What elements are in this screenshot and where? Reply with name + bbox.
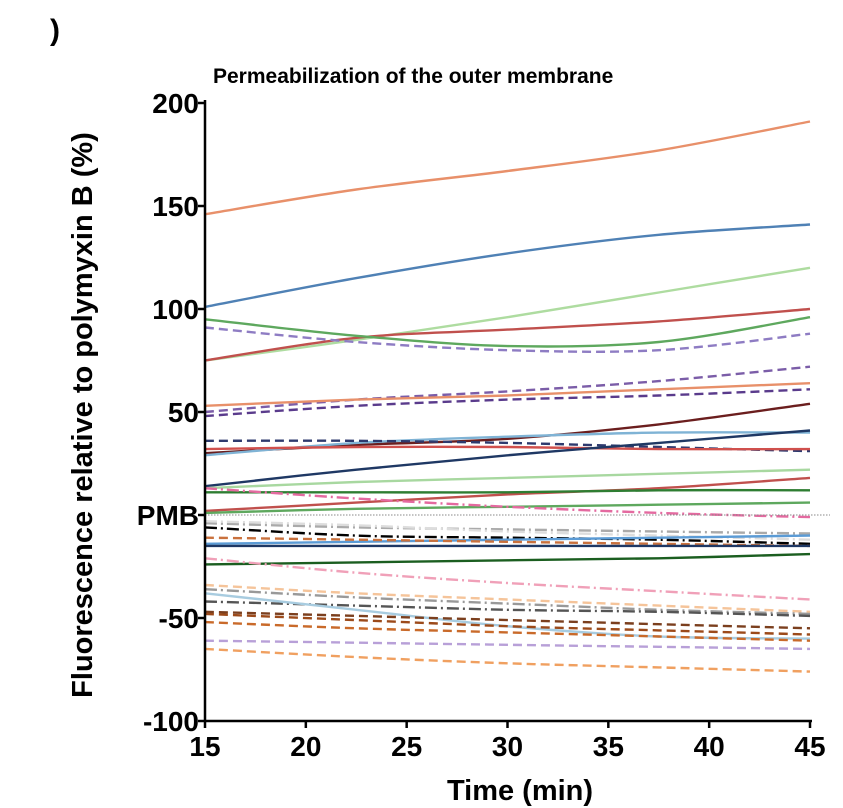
series-line-10: [204, 402, 811, 455]
y-axis-title: Fluorescence relative to polymyxin B (%): [67, 132, 99, 698]
series-line-1: [204, 120, 811, 216]
series-line-13: [204, 445, 811, 451]
y-tick-label-4: PMB: [137, 500, 199, 531]
series-line-19: [204, 487, 811, 519]
series-line-6: [204, 326, 811, 353]
x-tick-label-2: 25: [391, 731, 422, 762]
series-line-21: [204, 520, 811, 541]
series-line-24: [204, 536, 811, 548]
x-tick-label-5: 40: [694, 731, 725, 762]
panel-label: ): [50, 14, 60, 47]
series-line-20: [204, 522, 811, 535]
series-line-14: [204, 429, 811, 488]
series-line-3: [204, 266, 811, 362]
series-line-32: [204, 610, 811, 630]
series-line-9: [204, 388, 811, 418]
series-layer: [204, 120, 811, 673]
x-tick-label-0: 15: [189, 731, 220, 762]
x-tick-label-3: 30: [492, 731, 523, 762]
series-line-35: [204, 639, 811, 651]
series-line-15: [204, 468, 811, 490]
series-line-16: [204, 476, 811, 513]
series-line-22: [204, 526, 811, 545]
y-tick-label-5: -50: [159, 603, 199, 634]
series-line-2: [204, 223, 811, 309]
y-tick-label-0: 200: [152, 88, 199, 119]
y-tick-label-2: 100: [152, 294, 199, 325]
y-tick-label-6: -100: [143, 706, 199, 737]
series-line-33: [204, 612, 811, 636]
series-line-5: [204, 316, 811, 348]
series-line-4: [204, 307, 811, 362]
y-tick-label-1: 150: [152, 191, 199, 222]
series-line-7: [204, 365, 811, 414]
series-line-17: [205, 488, 811, 494]
series-line-34: [204, 620, 811, 642]
series-line-28: [204, 583, 811, 613]
chart-title: Permeabilization of the outer membrane: [213, 65, 613, 88]
x-ticks: 15 20 25 30 35 40 45: [189, 721, 826, 762]
x-tick-label-6: 45: [794, 731, 825, 762]
y-ticks: 200 150 100 50 PMB -50 -100: [137, 88, 205, 737]
x-tick-label-4: 35: [593, 731, 624, 762]
series-line-26: [204, 552, 811, 566]
series-line-29: [204, 588, 811, 616]
x-axis-title: Time (min): [447, 775, 593, 807]
series-line-8: [204, 382, 811, 407]
x-tick-label-1: 20: [290, 731, 321, 762]
series-line-23: [204, 534, 811, 545]
series-line-36: [204, 647, 811, 673]
y-tick-label-3: 50: [168, 397, 199, 428]
series-line-27: [204, 557, 811, 601]
